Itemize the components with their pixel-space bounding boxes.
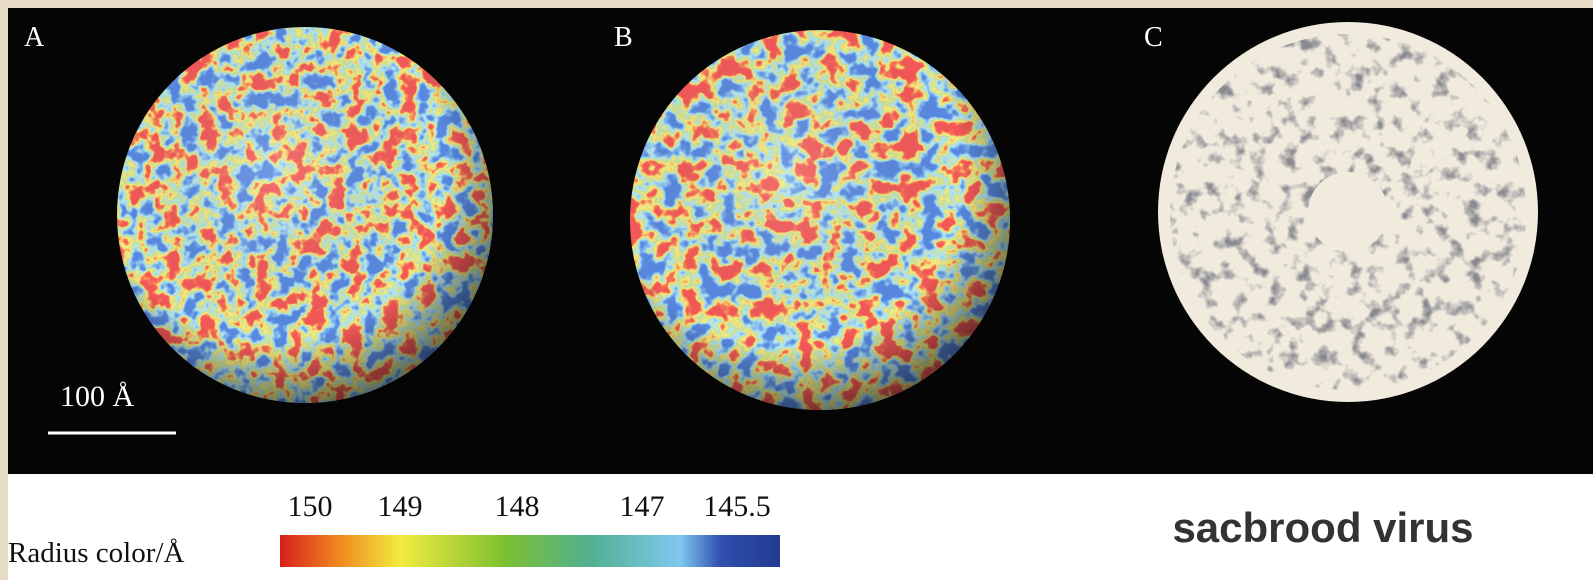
- figure: A B C 100 Å Radius color/Å 150 149 148 1…: [0, 0, 1593, 580]
- panel-label: B: [614, 22, 633, 53]
- colorbar: [280, 535, 780, 567]
- colorbar-tick: 147: [620, 490, 665, 523]
- colorbar-tick: 149: [378, 490, 423, 523]
- colorbar-title: Radius color/Å: [8, 537, 184, 569]
- virus-a: [117, 27, 493, 403]
- scale-bar-label: 100 Å: [60, 380, 135, 413]
- border-left: [0, 0, 8, 580]
- panel-label: A: [24, 22, 45, 53]
- colorbar-tick: 148: [495, 490, 540, 523]
- virus-c-section: [1158, 22, 1538, 402]
- colorbar-tick: 145.5: [703, 490, 771, 523]
- panel-label: C: [1144, 22, 1163, 53]
- caption: sacbrood virus: [1172, 504, 1473, 551]
- colorbar-tick: 150: [288, 490, 333, 523]
- border-top: [0, 0, 1593, 8]
- virus-b: [630, 30, 1010, 410]
- page: A B C 100 Å Radius color/Å 150 149 148 1…: [0, 0, 1593, 580]
